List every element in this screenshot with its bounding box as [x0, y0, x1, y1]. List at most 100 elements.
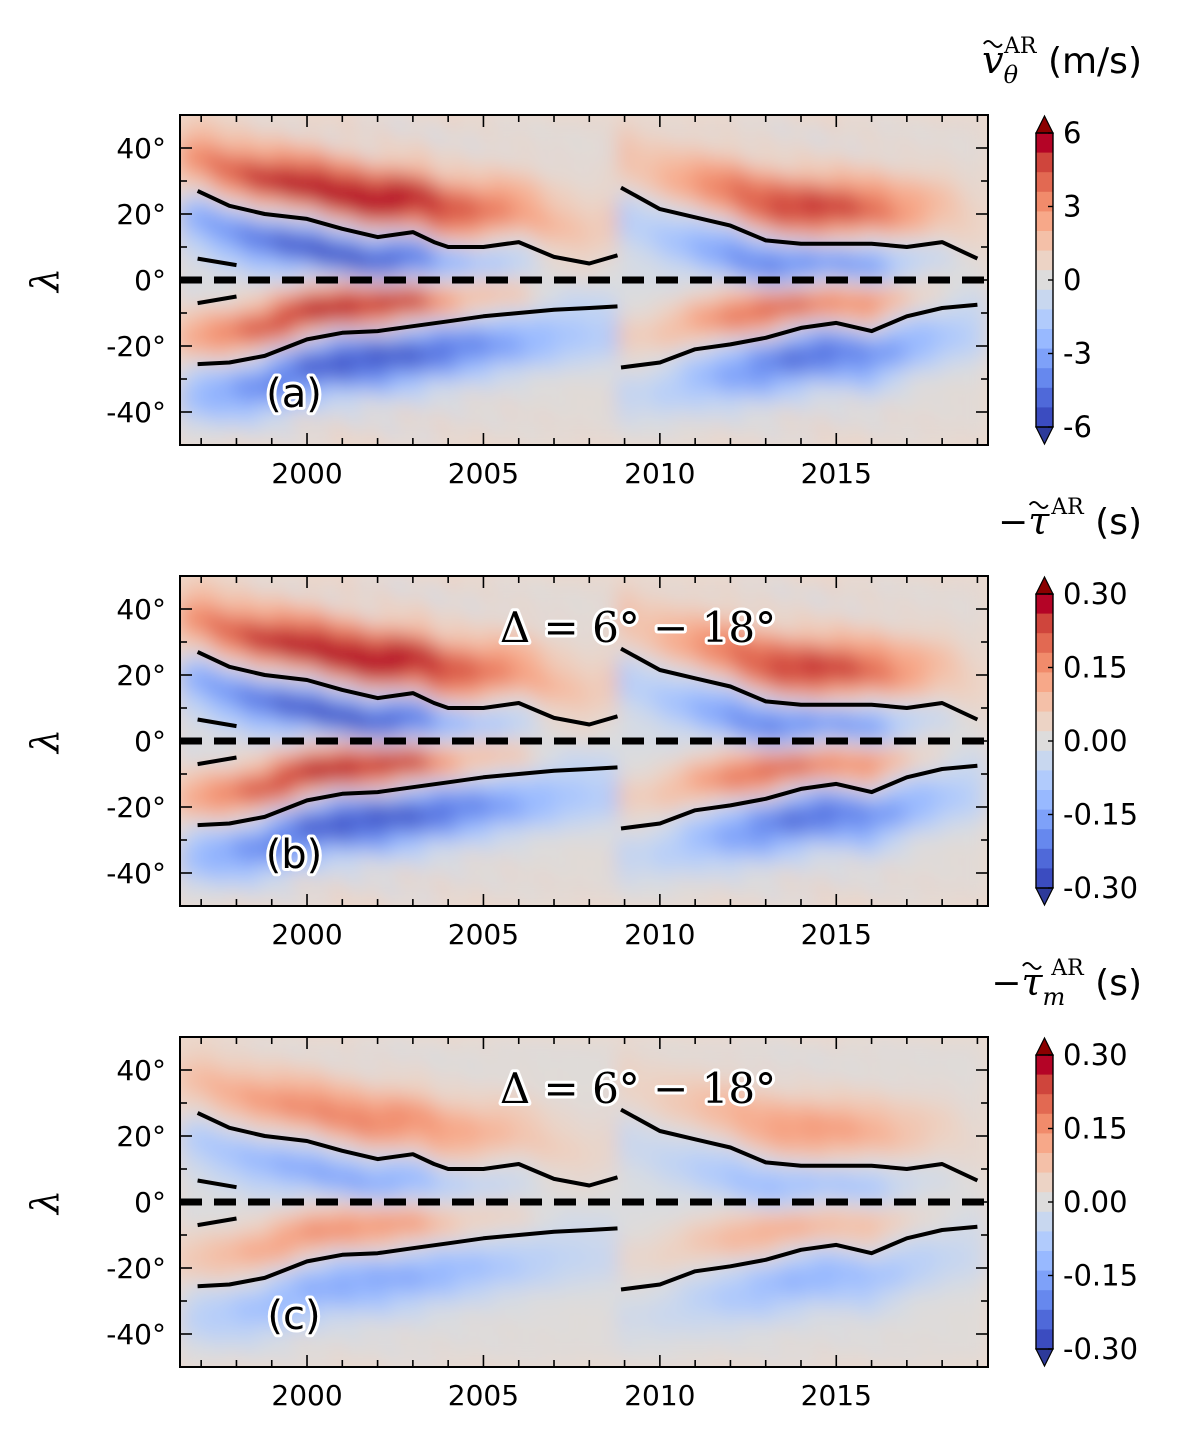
- y-tick-label: 0°: [134, 725, 166, 758]
- tilde-accent: [983, 40, 1003, 48]
- colorbar-tick-label: 0.15: [1063, 1112, 1128, 1146]
- y-tick-label: -20°: [106, 791, 166, 824]
- butterfly-line-north-short: [197, 717, 237, 729]
- overlay-lines: [180, 1107, 988, 1292]
- x-tick-label: 2000: [271, 457, 342, 490]
- butterfly-line-north-cycle23: [196, 650, 619, 727]
- y-axis-label: λ: [23, 1190, 67, 1216]
- x-tick-label: 2005: [448, 457, 519, 490]
- colorbar-title-text: −τmAR (s): [991, 956, 1142, 1011]
- butterfly-line-south-cycle24: [620, 302, 978, 370]
- y-tick-label: 0°: [134, 1186, 166, 1219]
- tilde-accent: [1022, 962, 1042, 970]
- colorbar-tick-label: 0.00: [1063, 1185, 1128, 1219]
- x-tick-label: 2010: [624, 1379, 695, 1412]
- y-tick-label: 20°: [116, 1120, 166, 1153]
- y-tick-label: -20°: [106, 330, 166, 363]
- y-tick-label: -40°: [106, 1318, 166, 1351]
- colorbar-title-text: vθAR (m/s): [982, 34, 1142, 89]
- x-axis: 2000 2005 2010 2015: [200, 1037, 979, 1412]
- y-axis-label: λ: [23, 729, 67, 755]
- x-tick-label: 2000: [271, 1379, 342, 1412]
- butterfly-line-north-cycle24: [620, 1107, 979, 1183]
- y-tick-label: -40°: [106, 396, 166, 429]
- heatmap-field: [180, 576, 988, 906]
- panel-letter: (c): [267, 1293, 320, 1339]
- y-tick-label: 40°: [116, 132, 166, 165]
- panel-3: 2000 2005 2010 2015 40° 20° 0° -20° -40° λ (c) Δ = …: [23, 956, 1142, 1412]
- x-tick-label: 2000: [271, 918, 342, 951]
- y-axis: 40° 20° 0° -20° -40° λ: [23, 114, 988, 446]
- x-tick-label: 2015: [801, 918, 872, 951]
- butterfly-line-south-cycle23: [197, 765, 618, 828]
- colorbar-title: −τAR (s): [998, 495, 1142, 543]
- colorbar-title: −τmAR (s): [991, 956, 1142, 1011]
- colorbar-tick-label: -0.30: [1063, 871, 1138, 905]
- colorbar-tick-label: 3: [1063, 190, 1081, 224]
- y-tick-label: 40°: [116, 1054, 166, 1087]
- colorbar-min-arrow: [1035, 426, 1054, 446]
- colorbar-tick-label: -0.15: [1063, 798, 1138, 832]
- x-tick-label: 2015: [801, 1379, 872, 1412]
- colorbar-tick-label: -3: [1063, 337, 1092, 371]
- butterfly-line-north-cycle24: [620, 185, 979, 261]
- y-axis: 40° 20° 0° -20° -40° λ: [23, 1036, 988, 1368]
- heatmap-field: [180, 1037, 988, 1367]
- butterfly-line-south-cycle24: [620, 763, 978, 831]
- y-tick-label: -40°: [106, 857, 166, 890]
- colorbar-tick-label: -0.30: [1063, 1332, 1138, 1366]
- x-tick-label: 2015: [801, 457, 872, 490]
- butterfly-line-north-cycle23: [196, 189, 619, 266]
- panel-2: 2000 2005 2010 2015 40° 20° 0° -20° -40° λ (b) Δ = …: [23, 495, 1142, 951]
- colorbar-tick-label: 0: [1063, 263, 1081, 297]
- butterfly-line-north-cycle23: [196, 1111, 619, 1188]
- butterfly-line-south-cycle24: [620, 1224, 978, 1292]
- overlay-lines: [180, 185, 988, 370]
- butterfly-line-south-short: [197, 1216, 237, 1228]
- x-tick-label: 2005: [448, 1379, 519, 1412]
- colorbar-tick-label: 0.30: [1063, 577, 1128, 611]
- panel-letter: (b): [266, 832, 323, 878]
- heatmap-field: [180, 115, 988, 445]
- colorbar-min-arrow: [1035, 1348, 1054, 1368]
- colorbar: 6 3 0 -3 -6: [1035, 114, 1092, 446]
- colorbar-tick-label: 0.30: [1063, 1038, 1128, 1072]
- colorbar: 0.30 0.15 0.00 -0.15 -0.30: [1035, 575, 1138, 907]
- colorbar-tick-label: 0.15: [1063, 651, 1128, 685]
- butterfly-line-south-cycle23: [197, 1226, 618, 1289]
- overlay-lines: [180, 646, 988, 831]
- y-axis: 40° 20° 0° -20° -40° λ: [23, 575, 988, 907]
- butterfly-line-north-cycle24: [620, 646, 979, 722]
- delta-annotation: Δ = 6° − 18°: [500, 1064, 776, 1113]
- colorbar-max-arrow: [1035, 575, 1054, 595]
- butterfly-line-south-short: [197, 294, 237, 306]
- x-tick-label: 2005: [448, 918, 519, 951]
- colorbar-tick-label: 0.00: [1063, 724, 1128, 758]
- x-axis: 2000 2005 2010 2015: [200, 576, 979, 951]
- y-tick-label: 20°: [116, 659, 166, 692]
- y-tick-label: 20°: [116, 198, 166, 231]
- x-axis: 2000 2005 2010 2015: [200, 115, 979, 490]
- panel-1: 2000 2005 2010 2015 40° 20° 0° -20° -40° λ (a) 6 3 0 -…: [23, 34, 1142, 490]
- panel-letter: (a): [266, 371, 322, 417]
- colorbar-max-arrow: [1035, 1036, 1054, 1056]
- colorbar-title: vθAR (m/s): [982, 34, 1142, 89]
- y-tick-label: 0°: [134, 264, 166, 297]
- colorbar-min-arrow: [1035, 887, 1054, 907]
- tilde-accent: [1028, 501, 1049, 509]
- butterfly-line-north-short: [197, 1178, 237, 1190]
- x-tick-label: 2010: [624, 918, 695, 951]
- colorbar-tick-label: -6: [1063, 410, 1092, 444]
- x-tick-label: 2010: [624, 457, 695, 490]
- colorbar-max-arrow: [1035, 114, 1054, 134]
- colorbar-tick-label: -0.15: [1063, 1259, 1138, 1293]
- y-tick-label: 40°: [116, 593, 166, 626]
- butterfly-line-south-cycle23: [197, 304, 618, 367]
- delta-annotation: Δ = 6° − 18°: [500, 603, 776, 652]
- butterfly-line-south-short: [197, 755, 237, 767]
- butterfly-line-north-short: [197, 256, 237, 268]
- y-tick-label: -20°: [106, 1252, 166, 1285]
- colorbar-tick-label: 6: [1063, 116, 1081, 150]
- colorbar-title-text: −τAR (s): [998, 495, 1142, 543]
